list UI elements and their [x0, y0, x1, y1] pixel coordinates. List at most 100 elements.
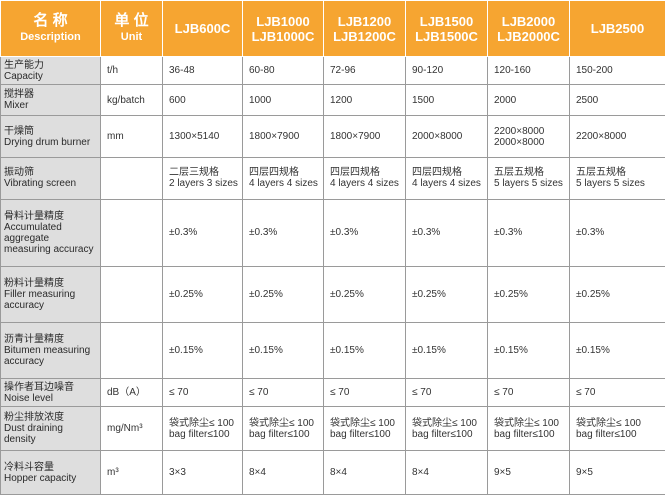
table-cell: 袋式除尘≤ 100 bag filter≤100 — [323, 406, 406, 452]
row-label: 冷料斗容量 Hopper capacity — [0, 450, 101, 495]
row-label: 粉料计量精度 Filler measuring accuracy — [0, 265, 101, 323]
row-label-cn: 沥青计量精度 — [4, 334, 64, 346]
header-model-ljb1500: LJB1500 LJB1500C — [405, 0, 488, 57]
header-model-ljb1200: LJB1200 LJB1200C — [323, 0, 406, 57]
table-cell: ±0.15% — [242, 321, 324, 380]
table-cell: 1500 — [405, 84, 488, 117]
row-label: 沥青计量精度 Bitumen measuring accuracy — [0, 321, 101, 380]
header-model-line: LJB2000 — [501, 13, 556, 29]
table-cell: 五层五规格 5 layers 5 sizes — [487, 157, 570, 200]
table-cell: 1800×7900 — [242, 115, 324, 159]
header-description-en: Description — [20, 30, 81, 43]
cell-line: 二层三规格 — [169, 167, 219, 179]
header-model-ljb2500: LJB2500 — [569, 0, 665, 57]
table-cell: 1800×7900 — [323, 115, 406, 159]
row-label: 操作者耳边噪音 Noise level — [0, 378, 101, 408]
table-cell: ±0.3% — [323, 198, 406, 267]
row-unit — [100, 157, 163, 200]
row-label-en: Vibrating screen — [4, 178, 77, 190]
row-label: 生产能力 Capacity — [0, 55, 101, 86]
row-label-cn: 搅拌器 — [4, 89, 34, 101]
table-cell: 袋式除尘≤ 100 bag filter≤100 — [569, 406, 665, 452]
table-row: 生产能力 Capacity t/h 36-48 60-80 72-96 90-1… — [0, 55, 665, 86]
row-label-en: Accumulated aggregate measuring accuracy — [4, 221, 94, 255]
table-cell: ≤ 70 — [242, 378, 324, 408]
table-cell: 1000 — [242, 84, 324, 117]
table-cell: 600 — [162, 84, 243, 117]
table-cell: ±0.25% — [162, 265, 243, 323]
header-model-ljb600: LJB600C — [162, 0, 243, 57]
row-label-cn: 振动筛 — [4, 167, 34, 179]
header-model-line: LJB600C — [174, 21, 231, 36]
table-cell: ±0.3% — [405, 198, 488, 267]
cell-line: 2000×8000 — [494, 136, 545, 148]
cell-line: bag filter≤100 — [169, 428, 230, 440]
header-row: 名 称 Description 单 位 Unit LJB600C LJB1000… — [0, 0, 665, 57]
table-cell: 2000×8000 — [405, 115, 488, 159]
table-cell: 60-80 — [242, 55, 324, 86]
header-model-ljb2000: LJB2000 LJB2000C — [487, 0, 570, 57]
header-description-cn: 名 称 — [33, 11, 68, 29]
table-cell: 8×4 — [323, 450, 406, 495]
header-model-ljb1000: LJB1000 LJB1000C — [242, 0, 324, 57]
header-model-line: LJB1200C — [333, 28, 396, 44]
cell-line: 五层五规格 — [494, 167, 544, 179]
table-cell: ±0.15% — [162, 321, 243, 380]
table-cell: 四层四规格 4 layers 4 sizes — [405, 157, 488, 200]
table-cell: 90-120 — [405, 55, 488, 86]
table-cell: 袋式除尘≤ 100 bag filter≤100 — [242, 406, 324, 452]
table-cell: 袋式除尘≤ 100 bag filter≤100 — [405, 406, 488, 452]
table-cell: 五层五规格 5 layers 5 sizes — [569, 157, 665, 200]
row-label-en: Bitumen measuring accuracy — [4, 345, 91, 368]
table-cell: ±0.25% — [569, 265, 665, 323]
row-label-cn: 粉尘排放浓度 — [4, 412, 64, 424]
table-cell: ≤ 70 — [162, 378, 243, 408]
row-unit: kg/batch — [100, 84, 163, 117]
table-cell: ±0.25% — [405, 265, 488, 323]
table-cell: 72-96 — [323, 55, 406, 86]
table-cell: 四层四规格 4 layers 4 sizes — [323, 157, 406, 200]
row-unit: mg/Nm³ — [100, 406, 163, 452]
table-cell: ±0.25% — [323, 265, 406, 323]
table-cell: 2000 — [487, 84, 570, 117]
table-cell: 120-160 — [487, 55, 570, 86]
table-cell: 二层三规格 2 layers 3 sizes — [162, 157, 243, 200]
table-row: 干燥筒 Drying drum burner mm 1300×5140 1800… — [0, 115, 665, 159]
row-unit: m³ — [100, 450, 163, 495]
cell-line: 五层五规格 — [576, 167, 626, 179]
table-row: 操作者耳边噪音 Noise level dB（A） ≤ 70 ≤ 70 ≤ 70… — [0, 378, 665, 408]
cell-line: 四层四规格 — [330, 167, 380, 179]
table-cell: 9×5 — [569, 450, 665, 495]
row-label-en: Filler measuring accuracy — [4, 288, 76, 311]
table-cell: ±0.15% — [405, 321, 488, 380]
table-cell: ±0.25% — [487, 265, 570, 323]
row-label: 搅拌器 Mixer — [0, 84, 101, 117]
table-cell: 1300×5140 — [162, 115, 243, 159]
table-cell: 四层四规格 4 layers 4 sizes — [242, 157, 324, 200]
cell-line: 袋式除尘≤ 100 — [412, 417, 477, 429]
cell-line: 袋式除尘≤ 100 — [576, 417, 641, 429]
row-label-cn: 冷料斗容量 — [4, 461, 54, 473]
row-label-en: Capacity — [4, 70, 43, 82]
row-label: 振动筛 Vibrating screen — [0, 157, 101, 200]
table-cell: ±0.3% — [487, 198, 570, 267]
header-model-line: LJB1000C — [251, 28, 315, 44]
row-unit — [100, 321, 163, 380]
row-label-cn: 操作者耳边噪音 — [4, 381, 74, 393]
row-label-en: Mixer — [4, 100, 29, 112]
table-cell: ±0.15% — [323, 321, 406, 380]
header-model-line: LJB1500C — [415, 28, 478, 44]
table-cell: 8×4 — [242, 450, 324, 495]
header-description: 名 称 Description — [0, 0, 101, 57]
cell-line: 5 layers 5 sizes — [494, 178, 563, 190]
cell-line: bag filter≤100 — [576, 428, 637, 440]
cell-line: 袋式除尘≤ 100 — [494, 417, 559, 429]
cell-line: bag filter≤100 — [330, 428, 391, 440]
row-label-cn: 粉料计量精度 — [4, 277, 64, 289]
header-unit-cn: 单 位 — [114, 11, 149, 29]
row-unit: t/h — [100, 55, 163, 86]
table-cell: 36-48 — [162, 55, 243, 86]
table-cell: ≤ 70 — [405, 378, 488, 408]
cell-line: 2200×8000 — [494, 125, 545, 137]
